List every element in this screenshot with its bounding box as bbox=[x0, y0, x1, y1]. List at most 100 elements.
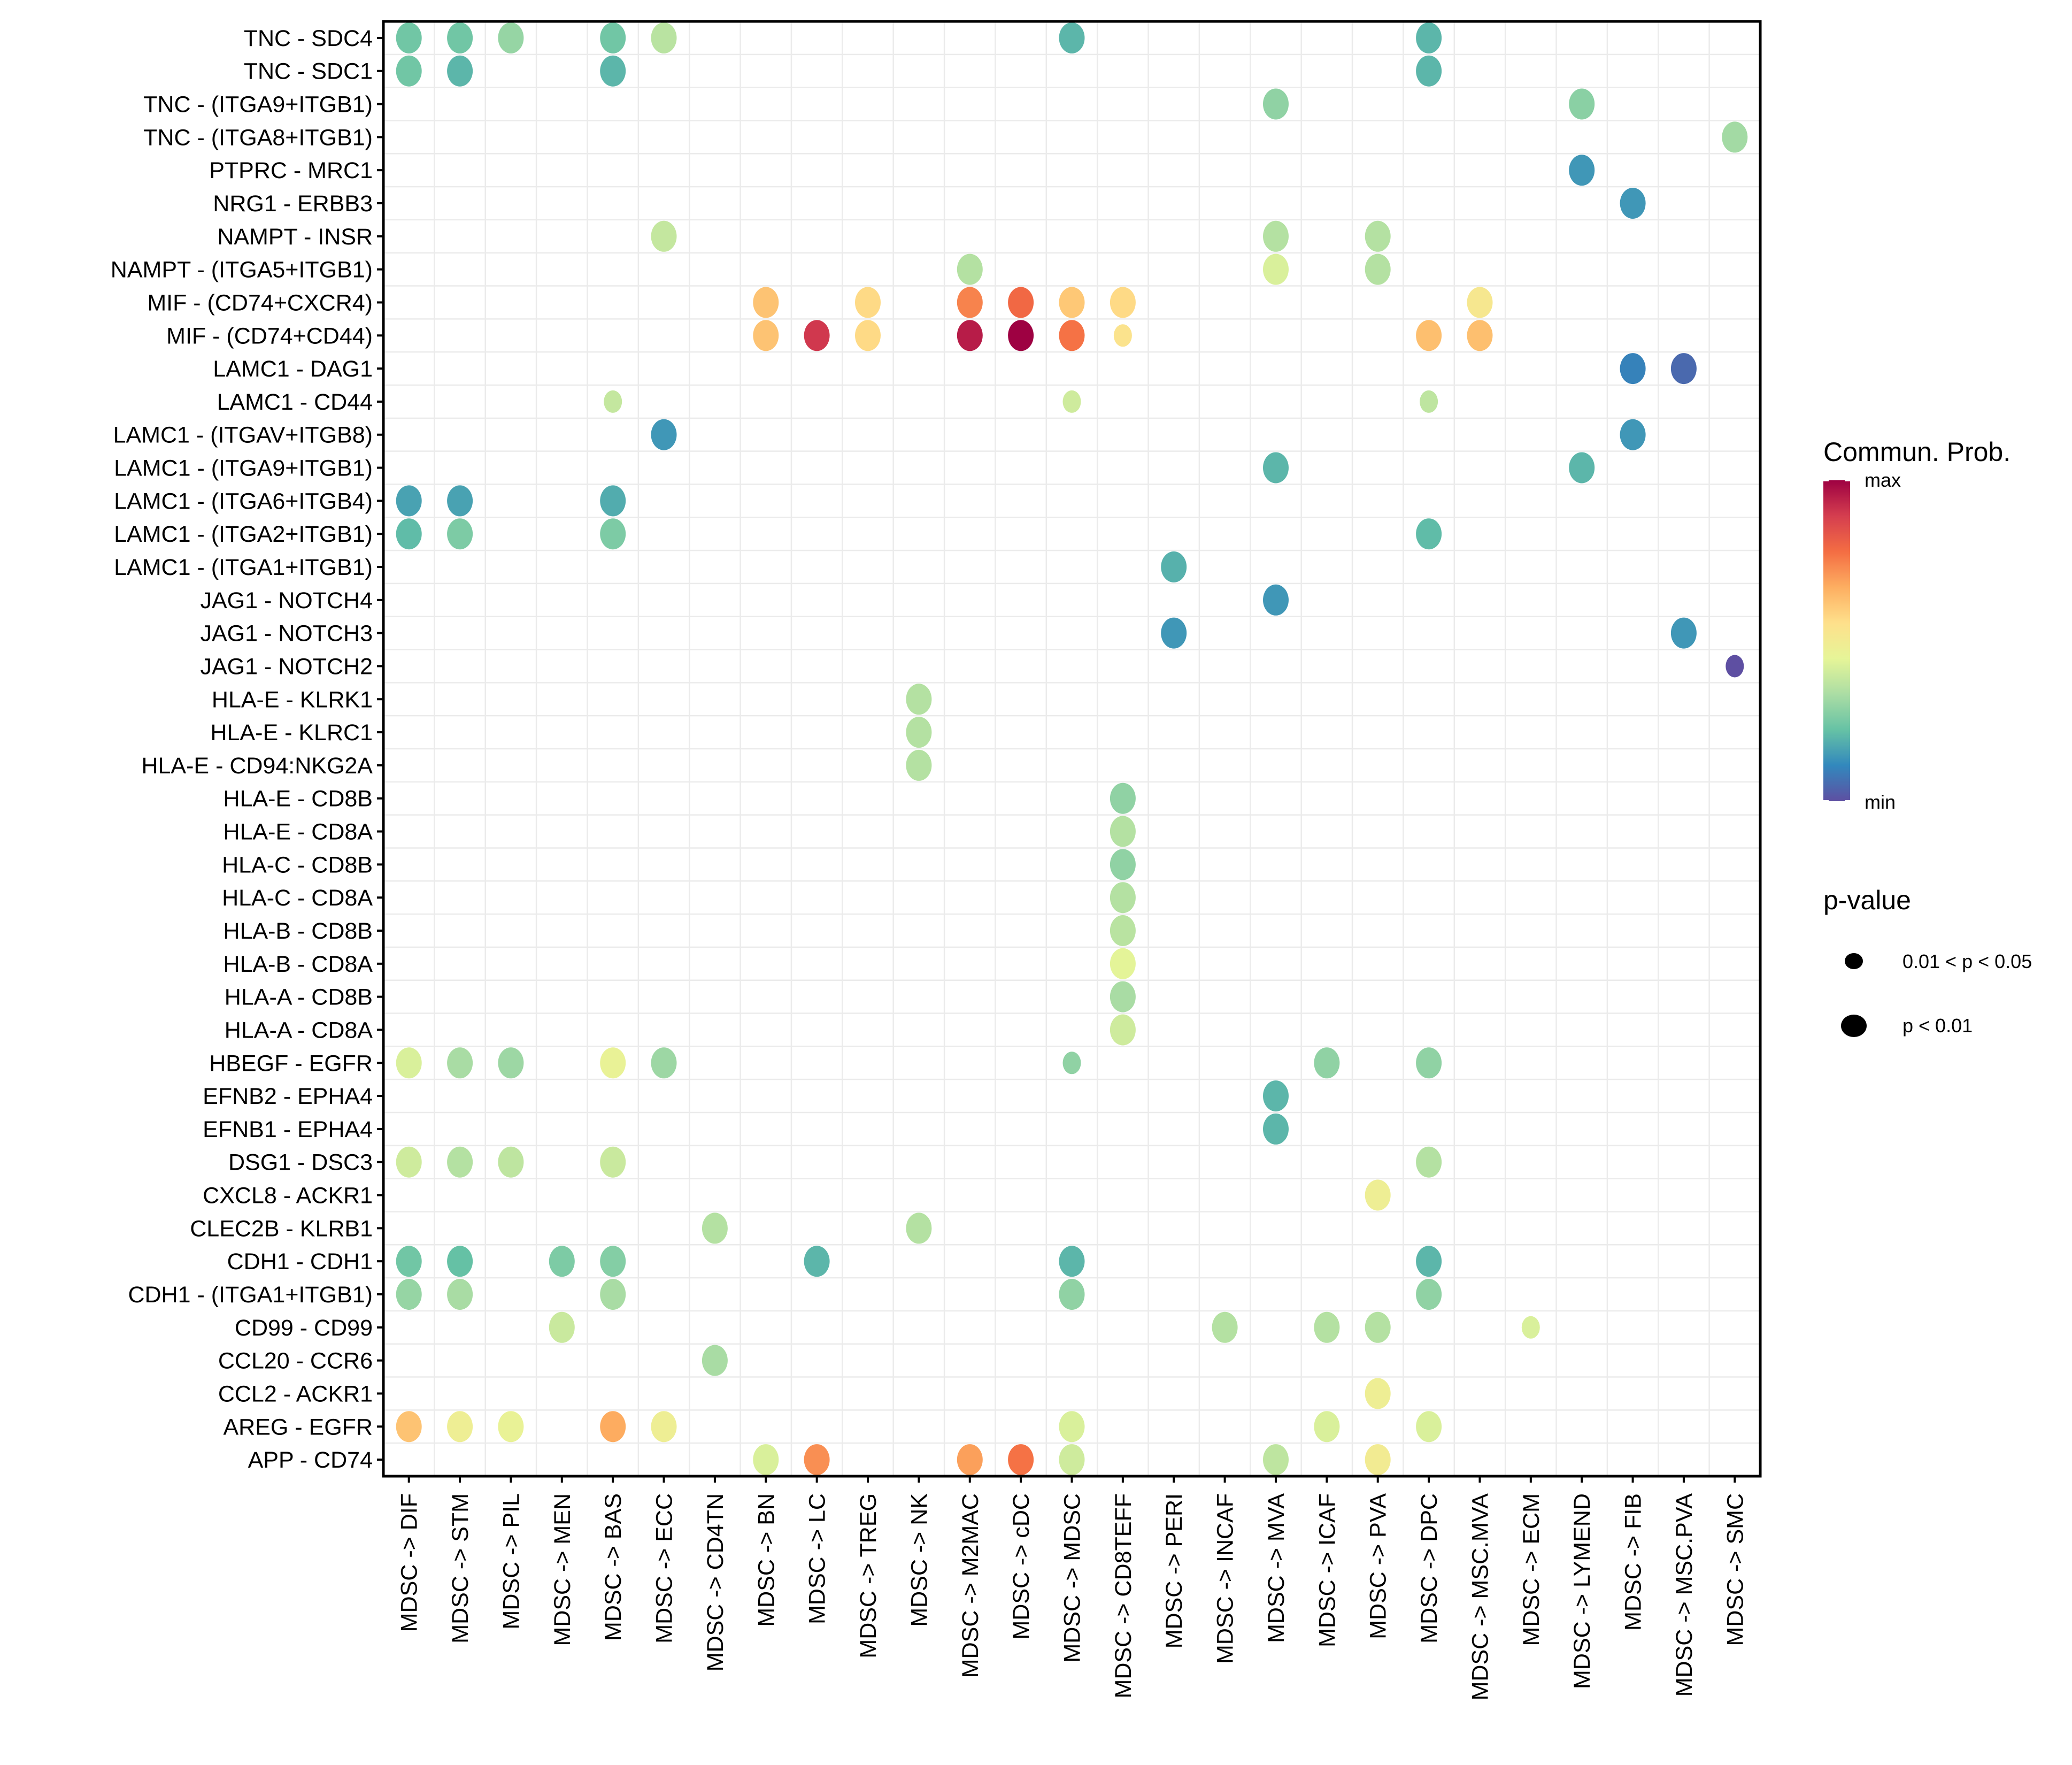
x-tick-label: MDSC -> ECM bbox=[1519, 1493, 1544, 1646]
y-tick-label: EFNB2 - EPHA4 bbox=[203, 1084, 373, 1109]
size-legend-small-label: 0.01 < p < 0.05 bbox=[1902, 950, 2032, 972]
data-point bbox=[498, 1411, 524, 1442]
data-point bbox=[753, 320, 779, 351]
y-tick-label: HLA-E - CD94:NKG2A bbox=[141, 753, 373, 779]
data-point bbox=[1059, 1444, 1085, 1476]
y-tick-label: JAG1 - NOTCH3 bbox=[200, 621, 373, 647]
data-point bbox=[1263, 88, 1289, 120]
y-tick-label: EFNB1 - EPHA4 bbox=[203, 1117, 373, 1142]
data-points bbox=[396, 22, 1748, 1476]
y-tick-label: NAMPT - INSR bbox=[217, 224, 373, 250]
x-tick-label: MDSC -> LC bbox=[805, 1493, 830, 1624]
data-point bbox=[1062, 1052, 1081, 1075]
data-point bbox=[396, 485, 422, 517]
data-point bbox=[855, 287, 881, 318]
data-point bbox=[1161, 551, 1187, 582]
y-tick-label: HLA-C - CD8A bbox=[222, 885, 373, 911]
x-tick-label: MDSC -> PVA bbox=[1366, 1493, 1391, 1639]
data-point bbox=[1113, 324, 1132, 347]
data-point bbox=[396, 1246, 422, 1277]
x-tick-label: MDSC -> FIB bbox=[1621, 1493, 1646, 1631]
x-tick-label: MDSC -> CD4TN bbox=[703, 1493, 728, 1671]
data-point bbox=[600, 518, 626, 550]
data-point bbox=[1263, 1113, 1289, 1145]
x-tick-label: MDSC -> MVA bbox=[1264, 1493, 1289, 1643]
data-point bbox=[600, 1411, 626, 1442]
y-tick-label: HBEGF - EGFR bbox=[209, 1050, 373, 1076]
data-point bbox=[1110, 849, 1136, 880]
data-point bbox=[604, 390, 622, 413]
data-point bbox=[1263, 220, 1289, 252]
x-axis: MDSC -> DIF MDSC -> STM MDSC -> PIL MDSC ->… bbox=[397, 1476, 1748, 1701]
data-point bbox=[651, 419, 677, 450]
x-tick-label: MDSC -> BN bbox=[753, 1493, 779, 1627]
y-tick-label: TNC - (ITGA8+ITGB1) bbox=[143, 125, 373, 150]
data-point bbox=[1059, 320, 1085, 351]
x-tick-label: MDSC -> DIF bbox=[397, 1493, 422, 1632]
data-point bbox=[600, 1246, 626, 1277]
data-point bbox=[600, 55, 626, 87]
data-point bbox=[447, 518, 473, 550]
y-tick-label: HLA-A - CD8B bbox=[225, 985, 373, 1010]
color-legend: Commun. Prob. max min bbox=[1823, 437, 2011, 813]
y-tick-label: JAG1 - NOTCH2 bbox=[200, 654, 373, 679]
x-tick-label: MDSC -> TREG bbox=[856, 1493, 881, 1659]
x-tick-label: MDSC -> DPC bbox=[1416, 1493, 1442, 1644]
size-legend-large-label: p < 0.01 bbox=[1902, 1015, 1973, 1037]
data-point bbox=[600, 1279, 626, 1310]
data-point bbox=[1110, 948, 1136, 979]
y-tick-label: HLA-E - CD8B bbox=[223, 786, 373, 812]
data-point bbox=[396, 55, 422, 87]
data-point bbox=[702, 1345, 728, 1376]
y-tick-label: CLEC2B - KLRB1 bbox=[190, 1216, 373, 1241]
data-point bbox=[1416, 1047, 1442, 1079]
y-tick-label: CDH1 - (ITGA1+ITGB1) bbox=[128, 1282, 373, 1308]
data-point bbox=[1521, 1316, 1540, 1339]
y-tick-label: APP - CD74 bbox=[248, 1447, 373, 1473]
x-tick-label: MDSC -> BAS bbox=[600, 1493, 626, 1641]
data-point bbox=[1416, 1246, 1442, 1277]
data-point bbox=[1416, 518, 1442, 550]
data-point bbox=[600, 1146, 626, 1178]
data-point bbox=[600, 485, 626, 517]
x-tick-label: MDSC -> ECC bbox=[652, 1493, 677, 1644]
y-tick-label: LAMC1 - (ITGA1+ITGB1) bbox=[114, 555, 373, 580]
data-point bbox=[906, 749, 932, 781]
data-point bbox=[1059, 22, 1085, 53]
data-point bbox=[1110, 287, 1136, 318]
x-tick-label: MDSC -> SMC bbox=[1722, 1493, 1748, 1646]
y-tick-label: TNC - SDC1 bbox=[244, 59, 373, 85]
data-point bbox=[1416, 1146, 1442, 1178]
data-point bbox=[498, 1146, 524, 1178]
data-point bbox=[1008, 287, 1034, 318]
y-tick-label: CDH1 - CDH1 bbox=[227, 1249, 373, 1275]
x-tick-label: MDSC -> MSC.MVA bbox=[1467, 1493, 1493, 1701]
data-point bbox=[957, 254, 983, 285]
data-point bbox=[1314, 1411, 1340, 1442]
y-tick-label: CCL20 - CCR6 bbox=[218, 1348, 373, 1374]
y-tick-label: CXCL8 - ACKR1 bbox=[203, 1183, 373, 1209]
x-tick-label: MDSC -> MEN bbox=[550, 1493, 575, 1646]
colorbar bbox=[1823, 480, 1850, 801]
grid-lines bbox=[382, 20, 1761, 1477]
data-point bbox=[1263, 254, 1289, 285]
y-tick-label: HLA-C - CD8B bbox=[222, 852, 373, 878]
data-point bbox=[957, 320, 983, 351]
data-point bbox=[906, 684, 932, 715]
data-point bbox=[447, 1279, 473, 1310]
data-point bbox=[753, 287, 779, 318]
data-point bbox=[447, 22, 473, 53]
data-point bbox=[498, 1047, 524, 1079]
data-point bbox=[1620, 419, 1646, 450]
data-point bbox=[396, 1047, 422, 1079]
data-point bbox=[447, 1146, 473, 1178]
y-tick-label: CD99 - CD99 bbox=[235, 1315, 373, 1341]
data-point bbox=[1263, 1444, 1289, 1476]
data-point bbox=[804, 1444, 830, 1476]
data-point bbox=[651, 1411, 677, 1442]
data-point bbox=[1620, 353, 1646, 385]
color-legend-max-label: max bbox=[1865, 469, 1901, 491]
color-legend-min-label: min bbox=[1865, 791, 1896, 813]
data-point bbox=[957, 287, 983, 318]
data-point bbox=[447, 1411, 473, 1442]
